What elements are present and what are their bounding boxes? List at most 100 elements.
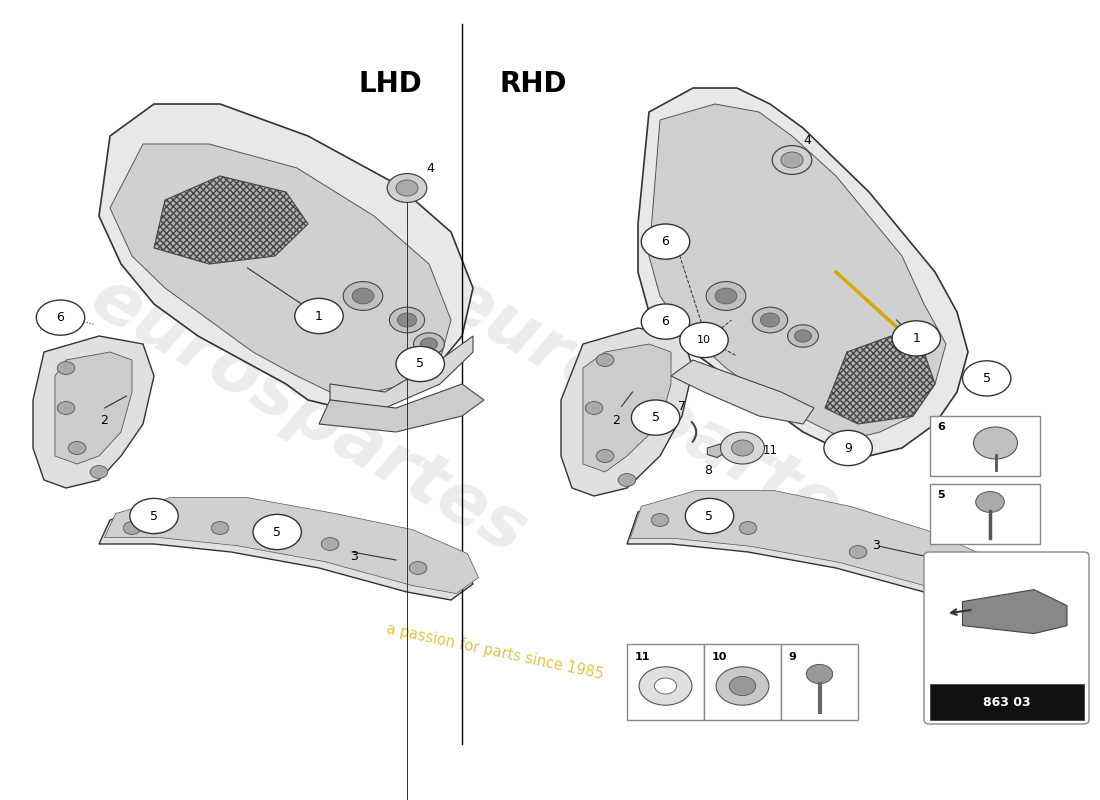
Bar	[930, 684, 1084, 720]
Text: 3: 3	[350, 550, 358, 562]
Circle shape	[715, 288, 737, 304]
Text: 6: 6	[661, 235, 670, 248]
Circle shape	[716, 666, 769, 706]
Bar	[930, 416, 1040, 476]
Text: 2: 2	[612, 414, 620, 427]
Circle shape	[396, 180, 418, 196]
Text: 6: 6	[661, 315, 670, 328]
Circle shape	[824, 430, 872, 466]
Polygon shape	[671, 360, 814, 424]
Circle shape	[596, 354, 614, 366]
Text: 11: 11	[635, 652, 650, 662]
Bar	[627, 644, 704, 720]
Circle shape	[974, 427, 1018, 459]
Circle shape	[772, 146, 812, 174]
Circle shape	[57, 362, 75, 374]
Circle shape	[36, 300, 85, 335]
Polygon shape	[99, 104, 473, 408]
Text: 7: 7	[678, 400, 686, 413]
Circle shape	[937, 570, 955, 582]
Text: 4: 4	[803, 134, 811, 146]
Circle shape	[211, 522, 229, 534]
Polygon shape	[319, 384, 484, 432]
Circle shape	[321, 538, 339, 550]
Polygon shape	[638, 88, 968, 456]
Text: 6: 6	[56, 311, 65, 324]
Circle shape	[253, 514, 301, 550]
Polygon shape	[110, 144, 451, 392]
FancyBboxPatch shape	[924, 552, 1089, 724]
Polygon shape	[627, 496, 990, 600]
Text: LHD: LHD	[359, 70, 422, 98]
Polygon shape	[154, 176, 308, 264]
Circle shape	[68, 442, 86, 454]
Circle shape	[654, 678, 676, 694]
Polygon shape	[649, 104, 946, 440]
Circle shape	[962, 361, 1011, 396]
Circle shape	[641, 304, 690, 339]
Polygon shape	[33, 336, 154, 488]
Circle shape	[651, 514, 669, 526]
Circle shape	[596, 450, 614, 462]
Circle shape	[680, 322, 728, 358]
Text: 2: 2	[100, 414, 109, 427]
Circle shape	[414, 333, 444, 355]
Text: 5: 5	[982, 372, 991, 385]
Polygon shape	[583, 344, 671, 472]
Text: 5: 5	[937, 490, 945, 501]
Polygon shape	[561, 328, 693, 496]
Circle shape	[739, 522, 757, 534]
Text: 6: 6	[937, 422, 945, 432]
Text: 5: 5	[273, 526, 282, 538]
Circle shape	[90, 466, 108, 478]
Circle shape	[57, 402, 75, 414]
Circle shape	[781, 152, 803, 168]
Circle shape	[130, 498, 178, 534]
Circle shape	[849, 546, 867, 558]
Polygon shape	[330, 336, 473, 408]
Polygon shape	[55, 352, 132, 464]
Text: 8: 8	[704, 464, 713, 477]
Circle shape	[806, 664, 833, 683]
Circle shape	[409, 562, 427, 574]
Text: 5: 5	[705, 510, 714, 522]
Circle shape	[752, 307, 788, 333]
Circle shape	[397, 313, 417, 327]
Text: 10: 10	[697, 335, 711, 345]
Text: 863 03: 863 03	[982, 695, 1031, 709]
Text: 10: 10	[712, 652, 727, 662]
Text: 5: 5	[651, 411, 660, 424]
Circle shape	[788, 325, 818, 347]
Text: 5: 5	[150, 510, 158, 522]
Circle shape	[639, 666, 692, 706]
Circle shape	[631, 400, 680, 435]
Circle shape	[729, 676, 756, 695]
Text: eurospartes: eurospartes	[78, 263, 538, 569]
Bar	[930, 484, 1040, 544]
Text: eurospartes: eurospartes	[430, 263, 890, 569]
Bar	[704, 644, 781, 720]
Polygon shape	[104, 498, 478, 594]
Text: 3: 3	[872, 539, 880, 552]
Text: 4: 4	[427, 162, 434, 174]
Circle shape	[295, 298, 343, 334]
Circle shape	[892, 321, 940, 356]
Circle shape	[760, 313, 780, 327]
Polygon shape	[825, 336, 935, 424]
Circle shape	[123, 522, 141, 534]
Circle shape	[420, 338, 438, 350]
Text: 5: 5	[416, 358, 425, 370]
Circle shape	[706, 282, 746, 310]
Circle shape	[389, 307, 425, 333]
Polygon shape	[962, 590, 1067, 634]
Text: 11: 11	[762, 444, 778, 457]
Circle shape	[585, 402, 603, 414]
Text: a passion for parts since 1985: a passion for parts since 1985	[385, 622, 605, 682]
Text: 1: 1	[315, 310, 323, 322]
Polygon shape	[707, 444, 726, 458]
Text: 9: 9	[789, 652, 796, 662]
Text: 1: 1	[912, 332, 921, 345]
Circle shape	[720, 432, 764, 464]
Circle shape	[387, 174, 427, 202]
Circle shape	[396, 346, 444, 382]
